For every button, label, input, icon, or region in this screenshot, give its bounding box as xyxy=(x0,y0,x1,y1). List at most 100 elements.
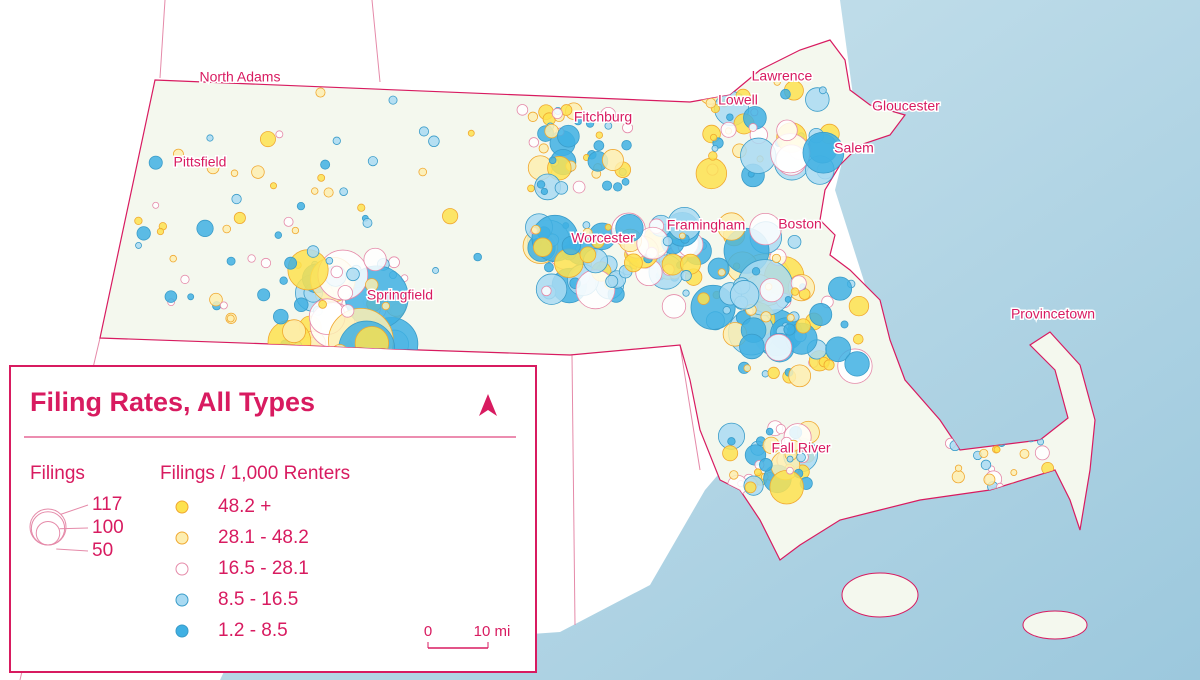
bubble xyxy=(544,262,554,273)
bubble xyxy=(722,306,731,315)
city-label: Framingham xyxy=(667,217,746,233)
north-arrow xyxy=(479,394,497,416)
city-label: Gloucester xyxy=(872,98,940,114)
bubble xyxy=(773,78,781,86)
city-label: Pittsfield xyxy=(174,154,227,170)
bubble xyxy=(980,459,992,471)
size-key-label: 117 xyxy=(92,494,122,515)
bubble xyxy=(708,151,718,161)
size-key-leader xyxy=(60,504,89,515)
bubble xyxy=(270,182,278,190)
bubble xyxy=(762,436,780,454)
bubble xyxy=(979,448,989,458)
bubble xyxy=(196,219,214,238)
bubble xyxy=(572,180,586,194)
bubble xyxy=(257,288,271,302)
bubble xyxy=(844,351,870,377)
bubble xyxy=(428,135,440,148)
bubble xyxy=(735,88,751,104)
bubble xyxy=(825,336,851,363)
bubble xyxy=(306,245,320,258)
bubble xyxy=(818,86,827,95)
bubble xyxy=(367,156,378,167)
bubble xyxy=(729,280,760,310)
city-label: Lowell xyxy=(718,92,758,108)
bubble xyxy=(720,121,737,138)
marthas-vineyard xyxy=(841,572,919,618)
bubble xyxy=(180,274,190,284)
bubble xyxy=(729,470,739,480)
size-key-label: 50 xyxy=(92,540,113,561)
bubble xyxy=(759,458,773,472)
bubble xyxy=(226,314,235,323)
class-swatch xyxy=(175,531,189,545)
bubble xyxy=(536,180,546,189)
bubble xyxy=(748,123,758,132)
city-label: Springfield xyxy=(367,287,433,303)
bubble xyxy=(315,87,326,98)
city-label: Worcester xyxy=(571,230,635,246)
bubble xyxy=(357,203,366,212)
bubble xyxy=(751,267,761,276)
bubble xyxy=(788,364,812,388)
bubble xyxy=(291,226,300,235)
bubble xyxy=(557,124,580,148)
class-label: 48.2 + xyxy=(218,496,271,517)
bubble xyxy=(705,97,717,109)
bubble xyxy=(695,157,728,190)
bubble xyxy=(473,252,482,262)
bubble xyxy=(591,235,605,249)
bubble xyxy=(283,216,294,227)
bubble xyxy=(621,177,630,186)
bubble xyxy=(548,156,557,165)
city-labels: North Adams Pittsfield Springfield Worceste… xyxy=(172,66,1096,457)
bubble xyxy=(707,257,730,280)
bubble xyxy=(279,276,288,285)
bubble xyxy=(775,423,786,435)
bubble xyxy=(759,278,784,303)
size-key-circle xyxy=(35,520,61,546)
bubble xyxy=(784,296,792,303)
bubble xyxy=(287,249,329,291)
bubble xyxy=(767,366,780,380)
city-label: Lawrence xyxy=(752,68,813,84)
bubble xyxy=(710,133,718,142)
bubble xyxy=(206,134,214,142)
bubble xyxy=(727,437,736,446)
bubble xyxy=(274,231,283,239)
bubble xyxy=(765,427,774,436)
bubble xyxy=(764,333,793,362)
bubble xyxy=(531,224,541,235)
bubble xyxy=(282,319,306,344)
bubble xyxy=(585,119,595,128)
bubble xyxy=(172,148,184,160)
bubble xyxy=(152,201,160,209)
class-swatch xyxy=(175,500,189,514)
bubble xyxy=(796,452,806,463)
bubble xyxy=(621,140,632,151)
bubble xyxy=(661,294,687,319)
bubble xyxy=(678,232,686,240)
bubble xyxy=(209,292,223,307)
bubble xyxy=(682,289,690,297)
bubble xyxy=(233,211,246,224)
bubble xyxy=(318,300,327,309)
bubble xyxy=(148,155,163,170)
bubble xyxy=(135,242,142,249)
bubble xyxy=(527,184,535,193)
bubble xyxy=(432,267,439,274)
scale-label: 10 mi xyxy=(474,623,511,640)
class-swatch xyxy=(175,562,189,576)
bubble xyxy=(260,257,272,269)
bubble xyxy=(538,143,549,154)
bubble xyxy=(554,181,569,195)
bubble xyxy=(516,104,529,116)
bubble xyxy=(726,113,734,121)
bubble xyxy=(156,227,165,236)
bubble xyxy=(790,287,800,296)
bubble xyxy=(787,439,800,452)
bubble xyxy=(1034,445,1050,461)
bubble xyxy=(582,221,591,230)
bubble xyxy=(786,313,795,322)
